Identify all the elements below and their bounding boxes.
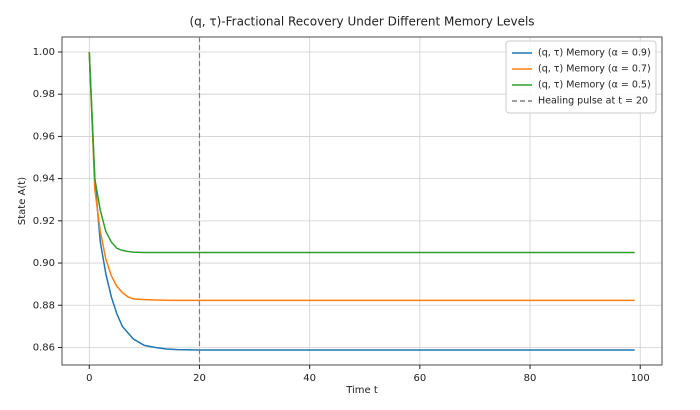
y-tick-label: 0.90 xyxy=(33,258,55,269)
y-tick-label: 0.96 xyxy=(33,131,55,142)
line-series xyxy=(88,51,635,254)
plot-frame xyxy=(61,36,663,366)
x-axis-label: Time t xyxy=(345,385,378,396)
y-tick-label: 0.88 xyxy=(33,300,55,311)
y-tick-label: 1.00 xyxy=(33,47,55,58)
legend-box xyxy=(505,40,657,114)
chart-title: (q, τ)-Fractional Recovery Under Differe… xyxy=(189,15,534,29)
legend-label: Healing pulse at t = 20 xyxy=(538,96,648,107)
legend-label: (q, τ) Memory (α = 0.5) xyxy=(538,80,651,91)
legend-label: (q, τ) Memory (α = 0.9) xyxy=(538,48,651,59)
x-tick-label: 60 xyxy=(413,373,426,384)
line-series xyxy=(88,51,635,351)
y-tick-label: 0.92 xyxy=(33,216,55,227)
y-tick-label: 0.98 xyxy=(33,89,55,100)
y-axis-label: State A(t) xyxy=(17,177,28,225)
x-tick-label: 40 xyxy=(303,373,316,384)
line-series xyxy=(88,51,635,302)
x-tick-label: 0 xyxy=(86,373,92,384)
y-tick-label: 0.86 xyxy=(33,342,55,353)
x-tick-label: 80 xyxy=(524,373,537,384)
y-tick-label: 0.94 xyxy=(33,174,55,185)
legend-label: (q, τ) Memory (α = 0.7) xyxy=(538,64,651,75)
x-tick-label: 20 xyxy=(193,373,206,384)
x-tick-label: 100 xyxy=(631,373,650,384)
